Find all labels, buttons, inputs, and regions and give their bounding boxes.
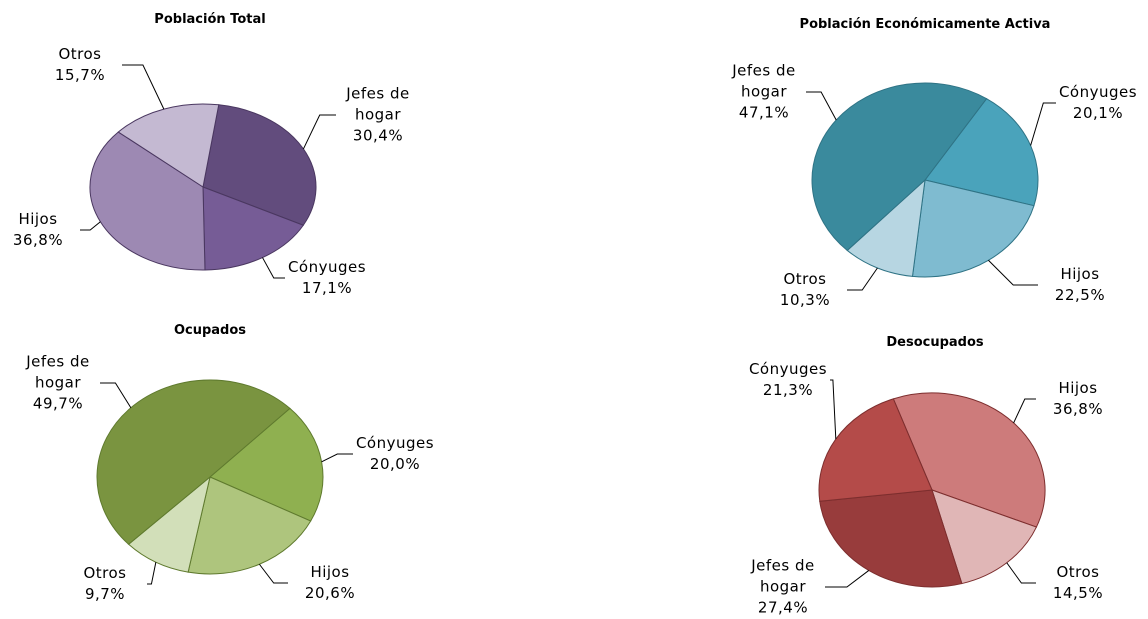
category-label: Jefes de hogar: [751, 556, 815, 596]
value-label: 15,7%: [54, 66, 106, 84]
leader-line: [258, 563, 288, 584]
value-label: 22,5%: [1054, 286, 1106, 304]
chart-title: Desocupados: [886, 335, 984, 350]
category-label: Jefes de hogar: [26, 352, 90, 392]
data-label: Hijos 36,8%: [0, 209, 86, 251]
leader-line: [321, 453, 353, 463]
category-label: Hijos: [310, 563, 350, 581]
category-label: Cónyuges: [287, 258, 367, 276]
value-label: 9,7%: [84, 585, 126, 603]
leader-line: [122, 64, 165, 110]
pie-slice: [209, 407, 324, 522]
category-label: Hijos: [18, 210, 58, 228]
data-label: Cónyuges 20,1%: [1050, 82, 1146, 124]
pie-slice: [96, 379, 291, 545]
category-label: Jefes de hogar: [346, 84, 410, 124]
category-label: Jefes de hogar: [732, 61, 796, 101]
pie-slice: [811, 82, 988, 252]
value-label: 36,8%: [1052, 400, 1104, 418]
data-label: Jefes de hogar 30,4%: [330, 84, 426, 147]
value-label: 14,5%: [1052, 584, 1104, 602]
leader-line: [262, 257, 285, 279]
value-label: 20,0%: [369, 455, 421, 473]
leader-line: [147, 562, 157, 585]
pie-slice: [202, 104, 317, 226]
data-label: Otros 15,7%: [32, 44, 128, 86]
data-label: Jefes de hogar 49,7%: [10, 352, 106, 415]
leader-line: [1006, 562, 1036, 584]
value-label: 20,6%: [304, 584, 356, 602]
pie-slice: [846, 178, 926, 277]
pie-slice: [911, 179, 1035, 278]
value-label: 17,1%: [301, 279, 353, 297]
data-label: Hijos 22,5%: [1032, 264, 1128, 306]
category-label: Cónyuges: [355, 434, 435, 452]
value-label: 49,7%: [32, 394, 84, 413]
value-label: 27,4%: [757, 598, 809, 617]
leader-line: [806, 91, 837, 121]
pie-slice: [924, 98, 1039, 207]
leader-line: [847, 267, 878, 291]
data-label: Otros 14,5%: [1030, 562, 1126, 604]
data-label: Cónyuges 21,3%: [740, 359, 836, 401]
data-label: Cónyuges 20,0%: [347, 433, 443, 475]
data-label: Jefes de hogar 47,1%: [716, 61, 812, 124]
value-label: 10,3%: [779, 291, 831, 309]
leader-line: [1030, 102, 1056, 146]
chart-title: Ocupados: [173, 323, 247, 338]
category-label: Otros: [783, 270, 827, 288]
pie-slice: [117, 103, 220, 188]
data-label: Hijos 36,8%: [1030, 378, 1126, 420]
leader-line: [100, 382, 132, 409]
pie-slice: [89, 131, 206, 271]
data-label: Hijos 20,6%: [282, 562, 378, 604]
leader-line: [80, 221, 101, 231]
category-label: Otros: [83, 564, 127, 582]
data-label: Otros 9,7%: [57, 563, 153, 605]
chart-title: Población Económicamente Activa: [799, 17, 1051, 32]
category-label: Cónyuges: [1058, 83, 1138, 101]
pie-slice: [931, 489, 1038, 585]
category-label: Otros: [1056, 563, 1100, 581]
data-label: Otros 10,3%: [757, 269, 853, 311]
category-label: Otros: [58, 45, 102, 63]
leader-line: [1013, 398, 1036, 424]
value-label: 30,4%: [352, 126, 404, 145]
leader-line: [825, 570, 870, 588]
value-label: 47,1%: [738, 103, 790, 122]
pie-slice: [892, 392, 1046, 528]
leader-line: [830, 379, 837, 440]
data-label: Cónyuges 17,1%: [279, 257, 375, 299]
value-label: 20,1%: [1072, 104, 1124, 122]
pie-slice: [202, 186, 305, 271]
data-label: Jefes de hogar 27,4%: [735, 556, 831, 619]
chart-title: Población Total: [154, 12, 266, 27]
value-label: 21,3%: [762, 381, 814, 399]
leader-line: [988, 259, 1038, 286]
category-label: Cónyuges: [748, 360, 828, 378]
category-label: Hijos: [1058, 379, 1098, 397]
category-label: Hijos: [1060, 265, 1100, 283]
pie-slice: [187, 476, 312, 575]
value-label: 36,8%: [12, 231, 64, 249]
leader-line: [302, 114, 336, 150]
